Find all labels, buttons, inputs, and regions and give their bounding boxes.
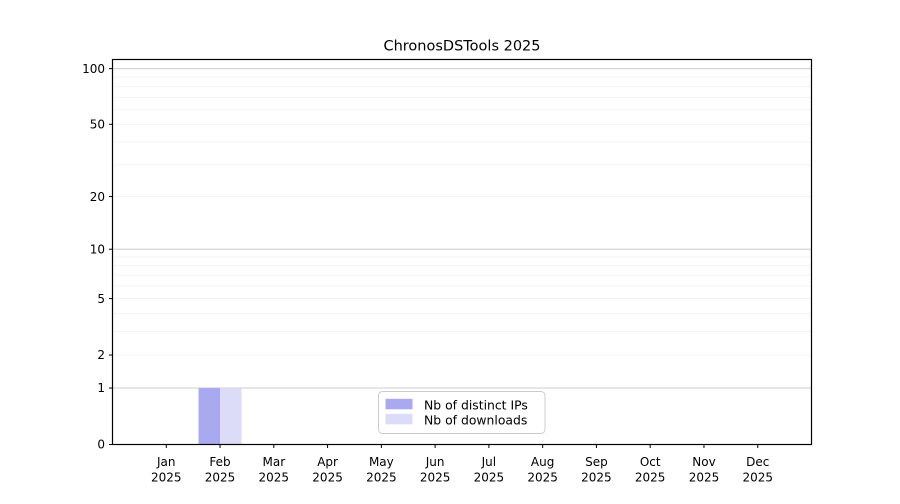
minor-gridlines	[112, 76, 812, 356]
x-axis-labels: Jan 2025 Feb 2025 Mar 2025 Apr 2025 May 2025 Jun 20…	[151, 455, 773, 485]
bar-feb-series0	[198, 388, 221, 445]
x-tick-label-month: Feb	[209, 455, 230, 469]
x-tick-label-month: Mar	[262, 455, 285, 469]
chart-title: ChronosDSTools 2025	[383, 39, 540, 55]
y-tick-label: 50	[90, 117, 105, 131]
x-tick-label-month: Sep	[585, 455, 608, 469]
x-tick-label-year: 2025	[366, 471, 397, 485]
y-tick-label: 100	[82, 62, 105, 76]
y-tick-label: 0	[97, 438, 105, 452]
y-tick-label: 5	[97, 292, 105, 306]
x-tick-label-year: 2025	[205, 471, 236, 485]
major-gridlines	[112, 68, 812, 389]
x-tick-label-month: Oct	[640, 455, 661, 469]
x-tick-label-year: 2025	[527, 471, 558, 485]
plot-frame	[111, 58, 813, 446]
x-tick-label-month: Jan	[156, 455, 176, 469]
y-tick-label: 2	[97, 348, 105, 362]
y-axis-labels: 0 1 2 5 10 20 50 100	[82, 62, 105, 452]
x-tick-label-month: Aug	[531, 455, 554, 469]
x-tick-label-year: 2025	[474, 471, 505, 485]
x-tick-label-year: 2025	[151, 471, 182, 485]
x-tick-label-month: May	[369, 455, 394, 469]
x-tick-label-year: 2025	[581, 471, 612, 485]
y-tick-label: 10	[90, 242, 105, 256]
x-tick-label-year: 2025	[312, 471, 343, 485]
x-tick-label-month: Dec	[746, 455, 769, 469]
legend-label-distinct-ips: Nb of distinct IPs	[424, 397, 528, 412]
legend-box	[378, 391, 546, 434]
legend-label-downloads: Nb of downloads	[424, 412, 527, 427]
legend: Nb of distinct IPs Nb of downloads	[378, 391, 546, 434]
x-tick-label-month: Nov	[692, 455, 715, 469]
legend-swatch-downloads	[385, 413, 413, 425]
y-tick-label: 20	[90, 190, 105, 204]
y-tick-label: 1	[97, 381, 105, 395]
bar-feb-series1	[220, 388, 242, 445]
x-tick-label-year: 2025	[420, 471, 451, 485]
axis-ticks	[109, 68, 759, 448]
x-tick-label-month: Jul	[481, 455, 496, 469]
x-tick-label-month: Jun	[425, 455, 445, 469]
x-tick-label-year: 2025	[635, 471, 666, 485]
x-tick-label-year: 2025	[259, 471, 290, 485]
legend-swatch-distinct-ips	[385, 398, 413, 410]
bars	[198, 388, 242, 445]
x-tick-label-year: 2025	[742, 471, 773, 485]
x-tick-label-year: 2025	[689, 471, 720, 485]
x-tick-label-month: Apr	[317, 455, 338, 469]
